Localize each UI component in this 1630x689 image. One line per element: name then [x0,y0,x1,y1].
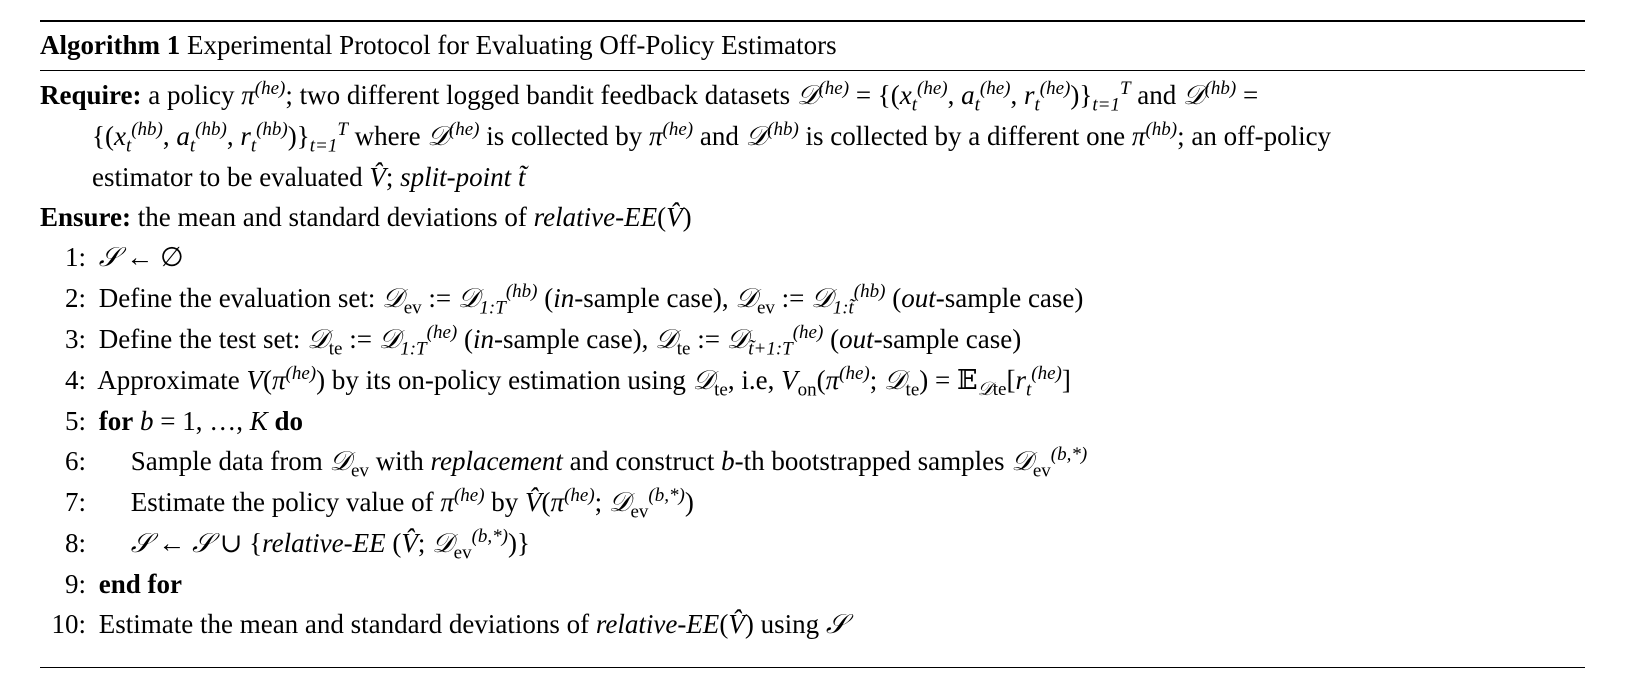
step-text: by [491,487,519,517]
caption-rule [40,70,1585,71]
require-text: split-point [400,162,512,192]
step-number: 6: [64,446,86,476]
step-number: 2: [64,283,86,313]
require-text: estimator to be evaluated [92,162,363,192]
ensure-line: Ensure: the mean and standard deviations… [40,202,692,232]
require-text: is collected by a different one [805,121,1126,151]
step-number: 5: [64,406,86,436]
step-text: -sample case) [935,283,1084,313]
step-text: , i.e, [727,365,775,395]
require-text: and [1137,80,1177,110]
require-continuation: estimator to be evaluated V̂; split-poin… [92,162,526,192]
require-text: ; two different logged bandit feedback d… [285,80,791,110]
algorithm-caption: Algorithm 1 Experimental Protocol for Ev… [40,22,1585,62]
algorithm-title: Experimental Protocol for Evaluating Off… [186,30,837,60]
case-label: in [553,283,575,313]
algorithm-body: Require: a policy π(he); two different l… [40,75,1585,645]
step-metric: relative-EE [262,528,386,558]
ensure-keyword: Ensure: [40,202,132,232]
top-rule [40,20,1585,22]
step-text: using [760,609,820,639]
for-keyword: for [98,406,134,436]
step-number: 1: [64,242,86,272]
case-label: in [472,324,494,354]
step-3: 3: Define the test set: 𝒟te := 𝒟1:T(he) … [40,319,1585,360]
ensure-text: the mean and standard deviations of [137,202,527,232]
step-6: 6: Sample data from 𝒟ev with replacement… [40,441,1585,482]
step-8: 8: 𝒮 ← 𝒮 ∪ {relative-EE (V̂; 𝒟ev(b,*))} [40,523,1585,564]
step-number: 8: [64,528,86,558]
algorithm-block: Algorithm 1 Experimental Protocol for Ev… [40,20,1585,668]
require-block: Require: a policy π(he); two different l… [40,75,1585,197]
require-text: and [699,121,739,151]
step-number: 9: [64,569,86,599]
step-2: 2: Define the evaluation set: 𝒟ev := 𝒟1:… [40,278,1585,319]
step-10: 10: Estimate the mean and standard devia… [40,604,1585,645]
step-4: 4: Approximate V(π(he)) by its on-policy… [40,360,1585,401]
require-text: is collected by [486,121,643,151]
step-text: by its on-policy estimation using [331,365,686,395]
step-1: 1: 𝒮 ← ∅ [40,237,1585,278]
require-keyword: Require: [40,80,142,110]
step-text: Estimate the policy value of [130,487,434,517]
step-number: 7: [64,487,86,517]
emphasis-text: replacement [430,446,563,476]
do-keyword: do [274,406,304,436]
step-text: and construct [569,446,715,476]
step-number: 3: [64,324,86,354]
step-5: 5: for b = 1, …, K do [40,401,1585,441]
step-metric: relative-EE [595,609,720,639]
step-text: Define the test set: [98,324,301,354]
step-text: -th bootstrapped samples [734,446,1005,476]
bottom-rule [40,667,1585,668]
step-text: with [375,446,424,476]
step-text: -sample case), [494,324,649,354]
step-text: Define the evaluation set: [98,283,376,313]
step-7: 7: Estimate the policy value of π(he) by… [40,482,1585,523]
step-text: -sample case) [873,324,1022,354]
ensure-metric: relative-EE [533,202,658,232]
case-label: out [901,283,936,313]
require-text: where [354,121,421,151]
require-text: a policy [148,80,235,110]
require-text: ; an off-policy [1177,121,1332,151]
require-continuation: {(xt(hb), at(hb), rt(hb))}t=1T where 𝒟(h… [92,119,1332,157]
step-text: -sample case), [574,283,729,313]
step-text: Sample data from [130,446,323,476]
step-9: 9: end for [40,564,1585,604]
case-label: out [839,324,874,354]
step-text: Approximate [97,365,240,395]
step-number: 10: [51,609,86,639]
step-text: Estimate the mean and standard deviation… [98,609,590,639]
end-for-keyword: end for [98,569,182,599]
step-number: 4: [64,365,86,395]
algorithm-label: Algorithm 1 [40,30,181,60]
